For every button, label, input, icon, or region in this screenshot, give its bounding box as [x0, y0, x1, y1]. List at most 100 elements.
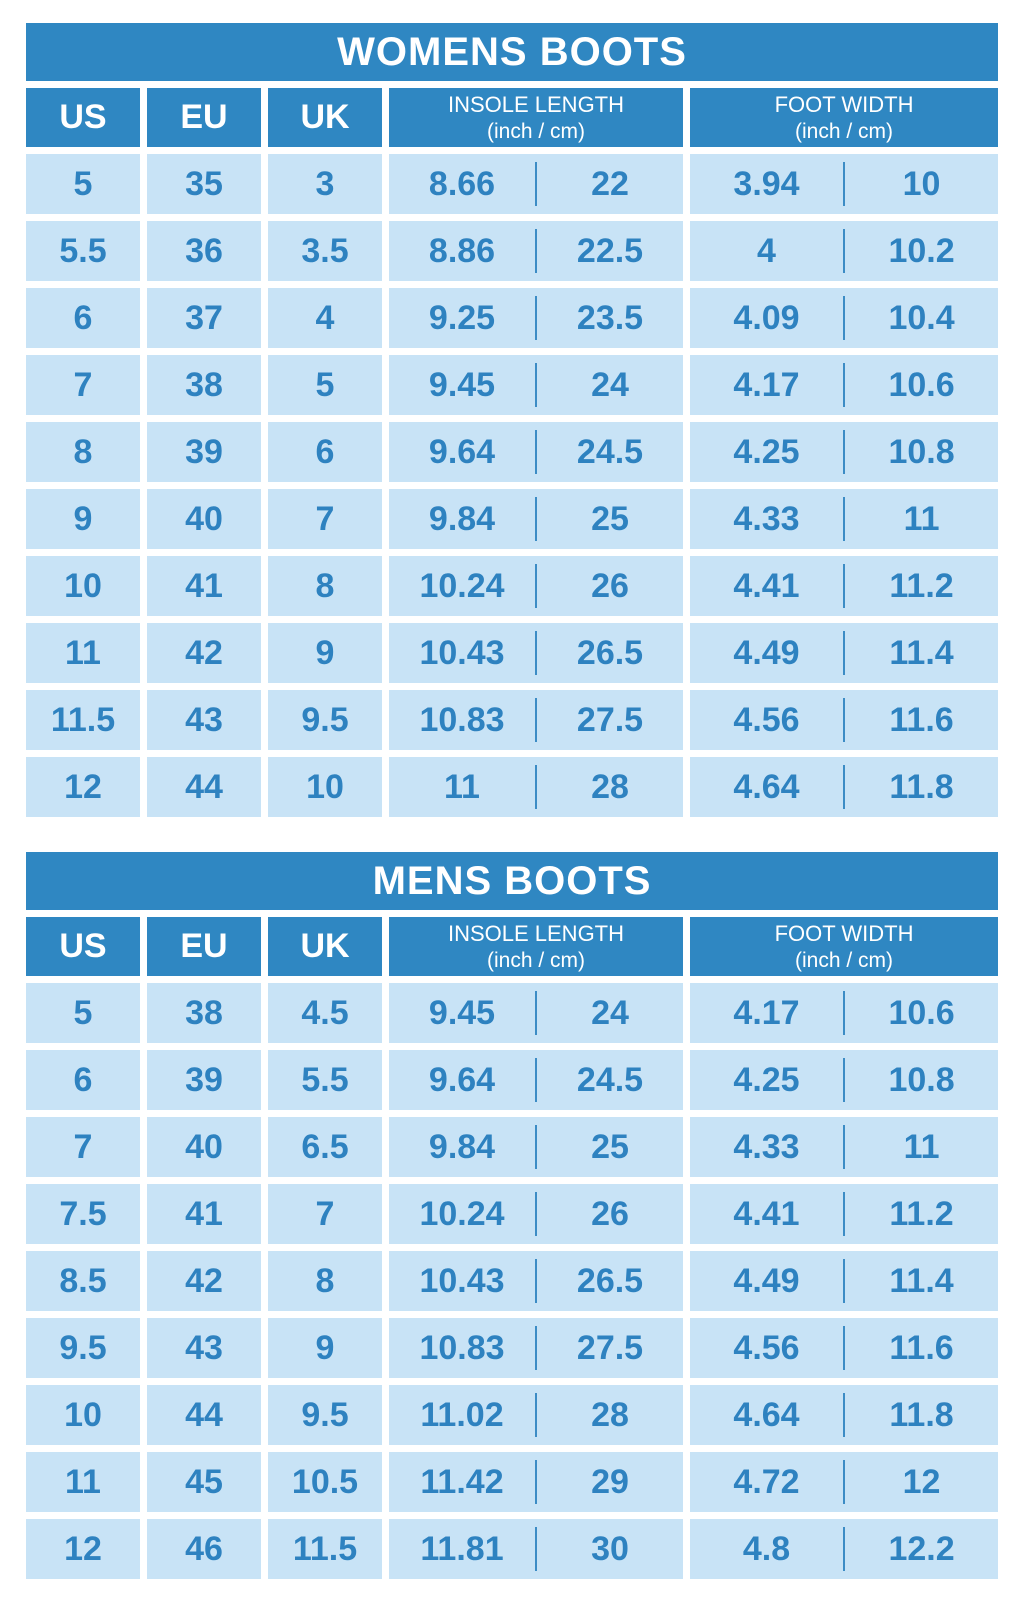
uk-size-cell: 6	[268, 422, 382, 482]
eu-size-cell: 41	[147, 1184, 261, 1244]
inch-value: 4.25	[733, 432, 800, 471]
insole-length-cell: 9.84 25	[389, 1117, 683, 1177]
cm-value: 24.5	[576, 432, 644, 471]
mens-table-title: MENS BOOTS	[26, 852, 999, 910]
uk-size-cell: 7	[268, 1184, 382, 1244]
uk-size-cell: 9.5	[268, 690, 382, 750]
table-row: 5 38 4.5 9.45 24 4.17 10.6	[26, 983, 999, 1043]
foot-width-cell: 4.33 11	[690, 489, 999, 549]
cm-value: 23.5	[576, 298, 644, 337]
foot-width-cell: 4.25 10.8	[690, 1050, 999, 1110]
cm-value: 10.4	[888, 298, 955, 337]
us-size-cell: 10	[26, 556, 140, 616]
cm-value: 25	[591, 499, 629, 538]
cm-value: 11.6	[889, 1328, 954, 1367]
inch-cm-divider-line	[843, 1192, 846, 1236]
foot-width-cell: 4.17 10.6	[690, 983, 999, 1043]
uk-size-cell: 3	[268, 154, 382, 214]
foot-width-cell: 4.64 11.8	[690, 757, 999, 817]
uk-size-cell: 9	[268, 1318, 382, 1378]
inch-value: 11.42	[420, 1462, 504, 1501]
eu-size-cell: 35	[147, 154, 261, 214]
uk-size-cell: 4	[268, 288, 382, 348]
cm-value: 11.8	[889, 1395, 954, 1434]
inch-value: 10.24	[419, 566, 505, 605]
foot-width-cell: 4 10.2	[690, 221, 999, 281]
inch-cm-divider-line	[843, 631, 846, 675]
inch-value: 4.17	[733, 365, 800, 404]
inch-value: 10.24	[419, 1194, 505, 1233]
cm-value: 27.5	[576, 700, 644, 739]
inch-cm-divider-line	[535, 1192, 537, 1236]
insole-length-cell: 9.45 24	[389, 983, 683, 1043]
inch-cm-divider-line	[535, 430, 537, 474]
eu-size-cell: 43	[147, 690, 261, 750]
inch-cm-divider-line	[535, 1527, 537, 1571]
uk-size-cell: 5	[268, 355, 382, 415]
inch-cm-divider-line	[535, 631, 537, 675]
table-row: 8 39 6 9.64 24.5 4.25 10.8	[26, 422, 999, 482]
inch-cm-divider-line	[843, 229, 846, 273]
table-row: 11 42 9 10.43 26.5 4.49 11.4	[26, 623, 999, 683]
uk-size-cell: 9.5	[268, 1385, 382, 1445]
cm-value: 11.4	[889, 1261, 954, 1300]
eu-size-cell: 40	[147, 1117, 261, 1177]
inch-value: 9.84	[428, 1127, 496, 1166]
inch-cm-divider-line	[535, 991, 537, 1035]
eu-size-cell: 43	[147, 1318, 261, 1378]
us-size-cell: 11.5	[26, 690, 140, 750]
inch-cm-divider-line	[843, 698, 846, 742]
uk-size-cell: 5.5	[268, 1050, 382, 1110]
inch-value: 9.64	[428, 1060, 496, 1099]
inch-value: 4.49	[733, 633, 800, 672]
cm-value: 12	[902, 1462, 941, 1501]
inch-value: 11	[444, 767, 480, 806]
inch-cm-divider-line	[843, 497, 846, 541]
eu-size-cell: 42	[147, 1251, 261, 1311]
table-row: 6 37 4 9.25 23.5 4.09 10.4	[26, 288, 999, 348]
cm-value: 12.2	[888, 1529, 955, 1568]
table-row: 11 45 10.5 11.42 29 4.72 12	[26, 1452, 999, 1512]
eu-size-cell: 40	[147, 489, 261, 549]
insole-length-cell: 9.84 25	[389, 489, 683, 549]
cm-value: 11.2	[889, 566, 954, 605]
inch-cm-divider-line	[535, 1259, 537, 1303]
cm-value: 24	[591, 993, 629, 1032]
us-size-cell: 5.5	[26, 221, 140, 281]
inch-cm-divider-line	[843, 296, 846, 340]
col-header-eu: EU	[147, 88, 261, 147]
col-header-us: US	[26, 88, 140, 147]
eu-size-cell: 44	[147, 1385, 261, 1445]
foot-width-cell: 4.56 11.6	[690, 1318, 999, 1378]
insole-length-cell: 9.25 23.5	[389, 288, 683, 348]
foot-width-cell: 4.72 12	[690, 1452, 999, 1512]
eu-size-cell: 44	[147, 757, 261, 817]
inch-value: 4.49	[733, 1261, 800, 1300]
inch-value: 4.17	[733, 993, 800, 1032]
inch-cm-divider-line	[843, 1058, 846, 1102]
table-row: 9.5 43 9 10.83 27.5 4.56 11.6	[26, 1318, 999, 1378]
col-header-foot-width: FOOT WIDTH (inch / cm)	[690, 917, 999, 976]
inch-cm-divider-line	[535, 1326, 537, 1370]
insole-length-cell: 10.24 26	[389, 556, 683, 616]
cm-value: 10.2	[888, 231, 955, 270]
us-size-cell: 11	[26, 1452, 140, 1512]
cm-value: 27.5	[576, 1328, 644, 1367]
uk-size-cell: 3.5	[268, 221, 382, 281]
inch-value: 4.72	[733, 1462, 800, 1501]
us-size-cell: 7.5	[26, 1184, 140, 1244]
foot-width-cell: 4.8 12.2	[690, 1519, 999, 1579]
cm-value: 24	[591, 365, 629, 404]
inch-value: 4.56	[733, 700, 800, 739]
us-size-cell: 12	[26, 757, 140, 817]
inch-cm-divider-line	[535, 765, 537, 809]
col-header-eu: EU	[147, 917, 261, 976]
cm-value: 26.5	[576, 633, 644, 672]
col-header-foot-width: FOOT WIDTH (inch / cm)	[690, 88, 999, 147]
uk-size-cell: 10	[268, 757, 382, 817]
foot-width-label: FOOT WIDTH	[774, 921, 914, 947]
womens-boots-table: WOMENS BOOTS US EU UK INSOLE LENGTH (inc…	[19, 16, 1005, 824]
eu-size-cell: 38	[147, 355, 261, 415]
table-row: 7 38 5 9.45 24 4.17 10.6	[26, 355, 999, 415]
